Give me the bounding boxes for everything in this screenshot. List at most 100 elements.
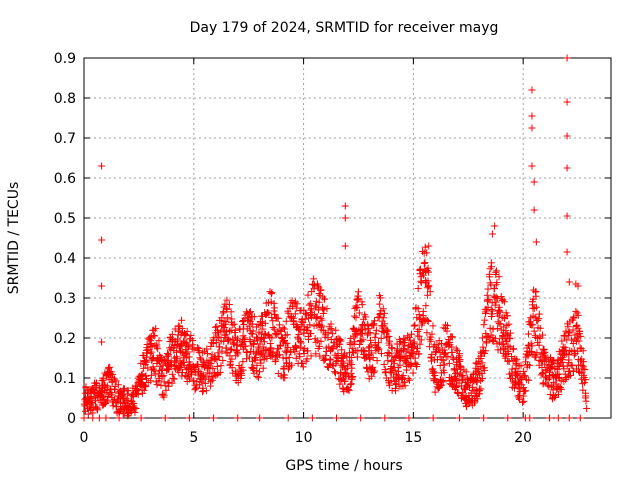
data-point (271, 311, 279, 319)
data-point (146, 333, 154, 341)
data-point (338, 346, 346, 354)
data-point (292, 304, 300, 312)
data-point (268, 334, 276, 342)
data-point (341, 377, 349, 385)
data-point (87, 399, 95, 407)
data-point (108, 371, 116, 379)
data-point (345, 386, 353, 394)
data-point (257, 359, 265, 367)
data-point (318, 316, 326, 324)
data-point (302, 309, 310, 317)
x-axis-label: GPS time / hours (285, 458, 402, 474)
data-point (313, 313, 321, 321)
data-point (134, 390, 142, 398)
data-point (284, 343, 292, 351)
data-point (168, 379, 176, 387)
data-point (178, 340, 186, 348)
data-point (299, 346, 307, 354)
data-point (353, 304, 361, 312)
data-point (349, 348, 357, 356)
data-point (347, 381, 355, 389)
data-point (277, 342, 285, 350)
data-point (258, 334, 266, 342)
data-point (94, 406, 102, 414)
data-point (181, 332, 189, 340)
data-point (331, 368, 339, 376)
data-point (229, 321, 237, 329)
data-point (108, 391, 116, 399)
data-point (246, 308, 254, 316)
data-point (147, 339, 155, 347)
data-point (142, 382, 150, 390)
chart-title: Day 179 of 2024, SRMTID for receiver may… (190, 20, 499, 36)
data-point (272, 356, 280, 364)
data-point (221, 324, 229, 332)
data-point (319, 310, 327, 318)
data-point (216, 343, 224, 351)
data-point (249, 327, 257, 335)
data-point (169, 374, 177, 382)
y-tick-label: 0.3 (54, 291, 76, 307)
data-point (343, 353, 351, 361)
data-point (326, 356, 334, 364)
data-point (143, 358, 151, 366)
data-point (173, 348, 181, 356)
data-point (347, 334, 355, 342)
data-point (303, 355, 311, 363)
data-point (261, 319, 269, 327)
data-point (168, 370, 176, 378)
data-point (127, 408, 135, 416)
data-point (288, 313, 296, 321)
data-point (268, 289, 276, 297)
data-point (143, 375, 151, 383)
data-point (154, 345, 162, 353)
y-tick-label: 0.6 (54, 171, 76, 187)
data-point (201, 379, 209, 387)
data-point (333, 353, 341, 361)
data-point (222, 305, 230, 313)
data-point (233, 336, 241, 344)
data-point (208, 376, 216, 384)
data-point (283, 339, 291, 347)
data-point (275, 321, 283, 329)
data-point (228, 315, 236, 323)
data-point (137, 371, 145, 379)
data-point (253, 372, 261, 380)
data-point (245, 353, 253, 361)
data-point (291, 310, 299, 318)
data-point (310, 275, 318, 283)
data-point (255, 373, 263, 381)
data-point (152, 325, 160, 333)
data-point (203, 350, 211, 358)
data-point (323, 305, 331, 313)
data-point (239, 358, 247, 366)
y-tick-label: 0.7 (54, 131, 76, 147)
data-point (226, 360, 234, 368)
data-point (365, 325, 373, 333)
data-point (355, 309, 363, 317)
data-point (157, 353, 165, 361)
data-point (315, 298, 323, 306)
data-point (332, 326, 340, 334)
data-point (154, 370, 162, 378)
y-axis-label: SRMTID / TECUs (6, 182, 22, 295)
data-point (266, 345, 274, 353)
data-point (334, 350, 342, 358)
data-point (132, 404, 140, 412)
data-point (147, 377, 155, 385)
data-point (336, 340, 344, 348)
data-point (102, 398, 110, 406)
data-point (349, 372, 357, 380)
data-point (112, 377, 120, 385)
data-point (174, 335, 182, 343)
data-point (184, 348, 192, 356)
data-point (316, 352, 324, 360)
data-point (307, 329, 315, 337)
data-point (183, 327, 191, 335)
data-point (215, 353, 223, 361)
data-point (160, 391, 168, 399)
data-point (328, 345, 336, 353)
data-point (239, 366, 247, 374)
x-tick-label: 20 (514, 430, 532, 446)
